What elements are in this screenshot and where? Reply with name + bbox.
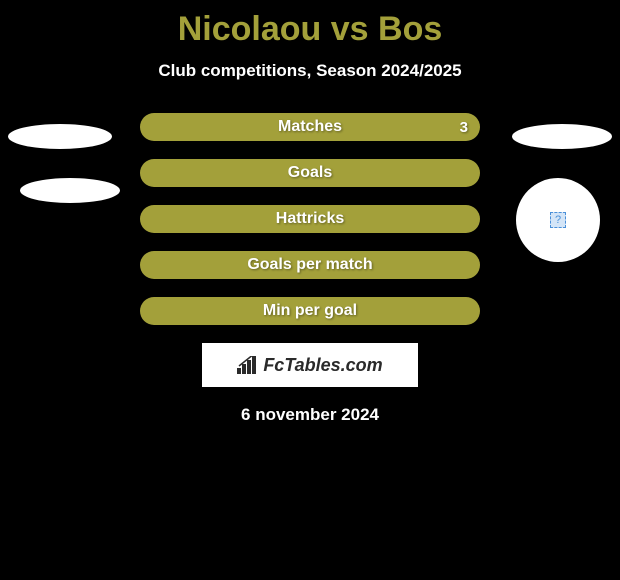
stat-row: Matches 3 (0, 113, 620, 141)
stat-pill-min-per-goal: Min per goal (140, 297, 480, 325)
logo-content: FcTables.com (237, 355, 382, 376)
stat-right-value: 3 (460, 119, 468, 136)
stat-row: Hattricks (0, 205, 620, 233)
logo-text: FcTables.com (263, 355, 382, 376)
logo-bar: FcTables.com (202, 343, 418, 387)
stat-pill-goals-per-match: Goals per match (140, 251, 480, 279)
comparison-area: Matches 3 Goals Hattricks Goals per matc… (0, 113, 620, 325)
stat-row: Goals per match (0, 251, 620, 279)
chart-icon (237, 356, 259, 374)
page-subtitle: Club competitions, Season 2024/2025 (0, 61, 620, 81)
page-title: Nicolaou vs Bos (0, 0, 620, 49)
stat-label: Min per goal (263, 302, 357, 320)
stat-label: Goals (288, 164, 332, 182)
stat-label: Matches (278, 118, 342, 136)
stat-pill-hattricks: Hattricks (140, 205, 480, 233)
stat-label: Goals per match (247, 256, 372, 274)
stat-pill-matches: Matches 3 (140, 113, 480, 141)
date-text: 6 november 2024 (0, 405, 620, 425)
stat-pill-goals: Goals (140, 159, 480, 187)
stat-row: Goals (0, 159, 620, 187)
stat-row: Min per goal (0, 297, 620, 325)
stat-label: Hattricks (276, 210, 344, 228)
